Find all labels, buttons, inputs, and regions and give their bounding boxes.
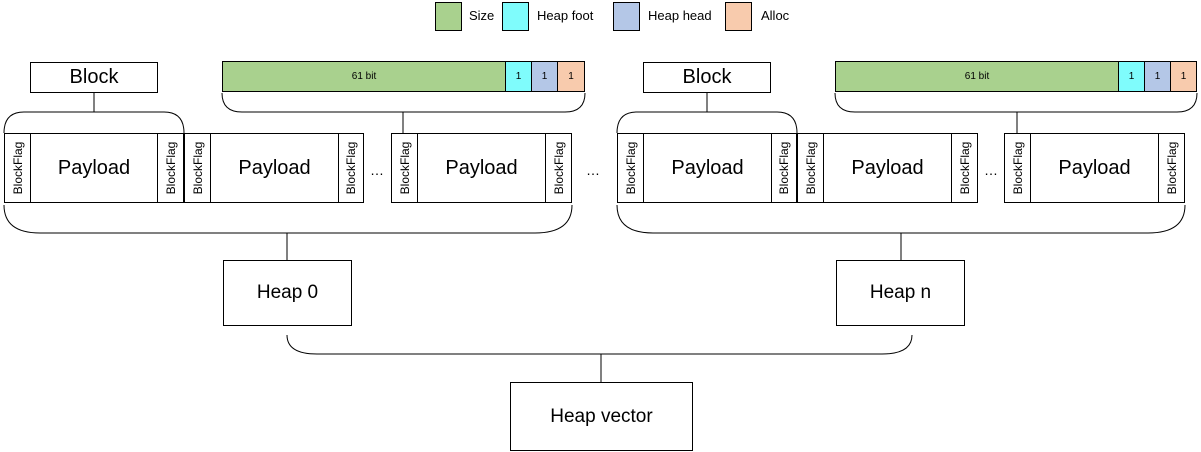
legend-label-heap-foot: Heap foot xyxy=(537,8,594,23)
heap-brace-left xyxy=(3,204,573,234)
ellipsis: … xyxy=(586,162,600,178)
legend-label-alloc: Alloc xyxy=(761,8,790,23)
block-flag: BlockFlag xyxy=(157,133,184,203)
bitfield-alloc-right: 1 xyxy=(1170,61,1197,92)
heap-brace-right xyxy=(616,204,1186,234)
block-flag: BlockFlag xyxy=(184,133,211,203)
block-label-box-right: Block xyxy=(643,62,771,93)
block-flag: BlockFlag xyxy=(617,133,644,203)
block-label-box-left: Block xyxy=(30,62,158,93)
block-flag: BlockFlag xyxy=(338,133,364,203)
payload: Payload xyxy=(30,133,158,203)
block-flag: BlockFlag xyxy=(4,133,31,203)
block-flag: BlockFlag xyxy=(797,133,824,203)
legend-swatch-heap-foot xyxy=(502,2,529,31)
bitfield-heap-foot-left: 1 xyxy=(505,61,532,92)
block-flag: BlockFlag xyxy=(391,133,418,203)
bitfield-heap-head-left: 1 xyxy=(531,61,558,92)
block-flag: BlockFlag xyxy=(951,133,978,203)
bitfield-brace-left xyxy=(221,92,586,113)
payload: Payload xyxy=(210,133,339,203)
block-flag: BlockFlag xyxy=(1004,133,1031,203)
block-flag: BlockFlag xyxy=(1158,133,1185,203)
legend-swatch-alloc xyxy=(725,2,752,31)
payload: Payload xyxy=(823,133,952,203)
block-flag: BlockFlag xyxy=(545,133,572,203)
ellipsis: … xyxy=(984,162,998,178)
payload: Payload xyxy=(417,133,546,203)
ellipsis: … xyxy=(370,162,384,178)
bitfield-brace-right xyxy=(834,92,1198,113)
block-flag: BlockFlag xyxy=(771,133,797,203)
legend-label-heap-head: Heap head xyxy=(648,8,712,23)
payload: Payload xyxy=(643,133,772,203)
bitfield-heap-foot-right: 1 xyxy=(1118,61,1145,92)
payload: Payload xyxy=(1030,133,1159,203)
bitfield-size-left: 61 bit xyxy=(222,61,506,92)
heap-n-box: Heap n xyxy=(836,260,965,326)
legend-swatch-heap-head xyxy=(613,2,640,31)
heap-vector-box: Heap vector xyxy=(510,382,693,451)
heap-vector-brace xyxy=(286,334,913,355)
legend-swatch-size xyxy=(435,2,462,31)
block-brace-left xyxy=(3,111,185,134)
block-brace-right xyxy=(616,111,798,134)
bitfield-alloc-left: 1 xyxy=(557,61,585,92)
bitfield-size-right: 61 bit xyxy=(835,61,1119,92)
heap-0-box: Heap 0 xyxy=(223,260,352,326)
bitfield-heap-head-right: 1 xyxy=(1144,61,1171,92)
legend-label-size: Size xyxy=(469,8,495,23)
